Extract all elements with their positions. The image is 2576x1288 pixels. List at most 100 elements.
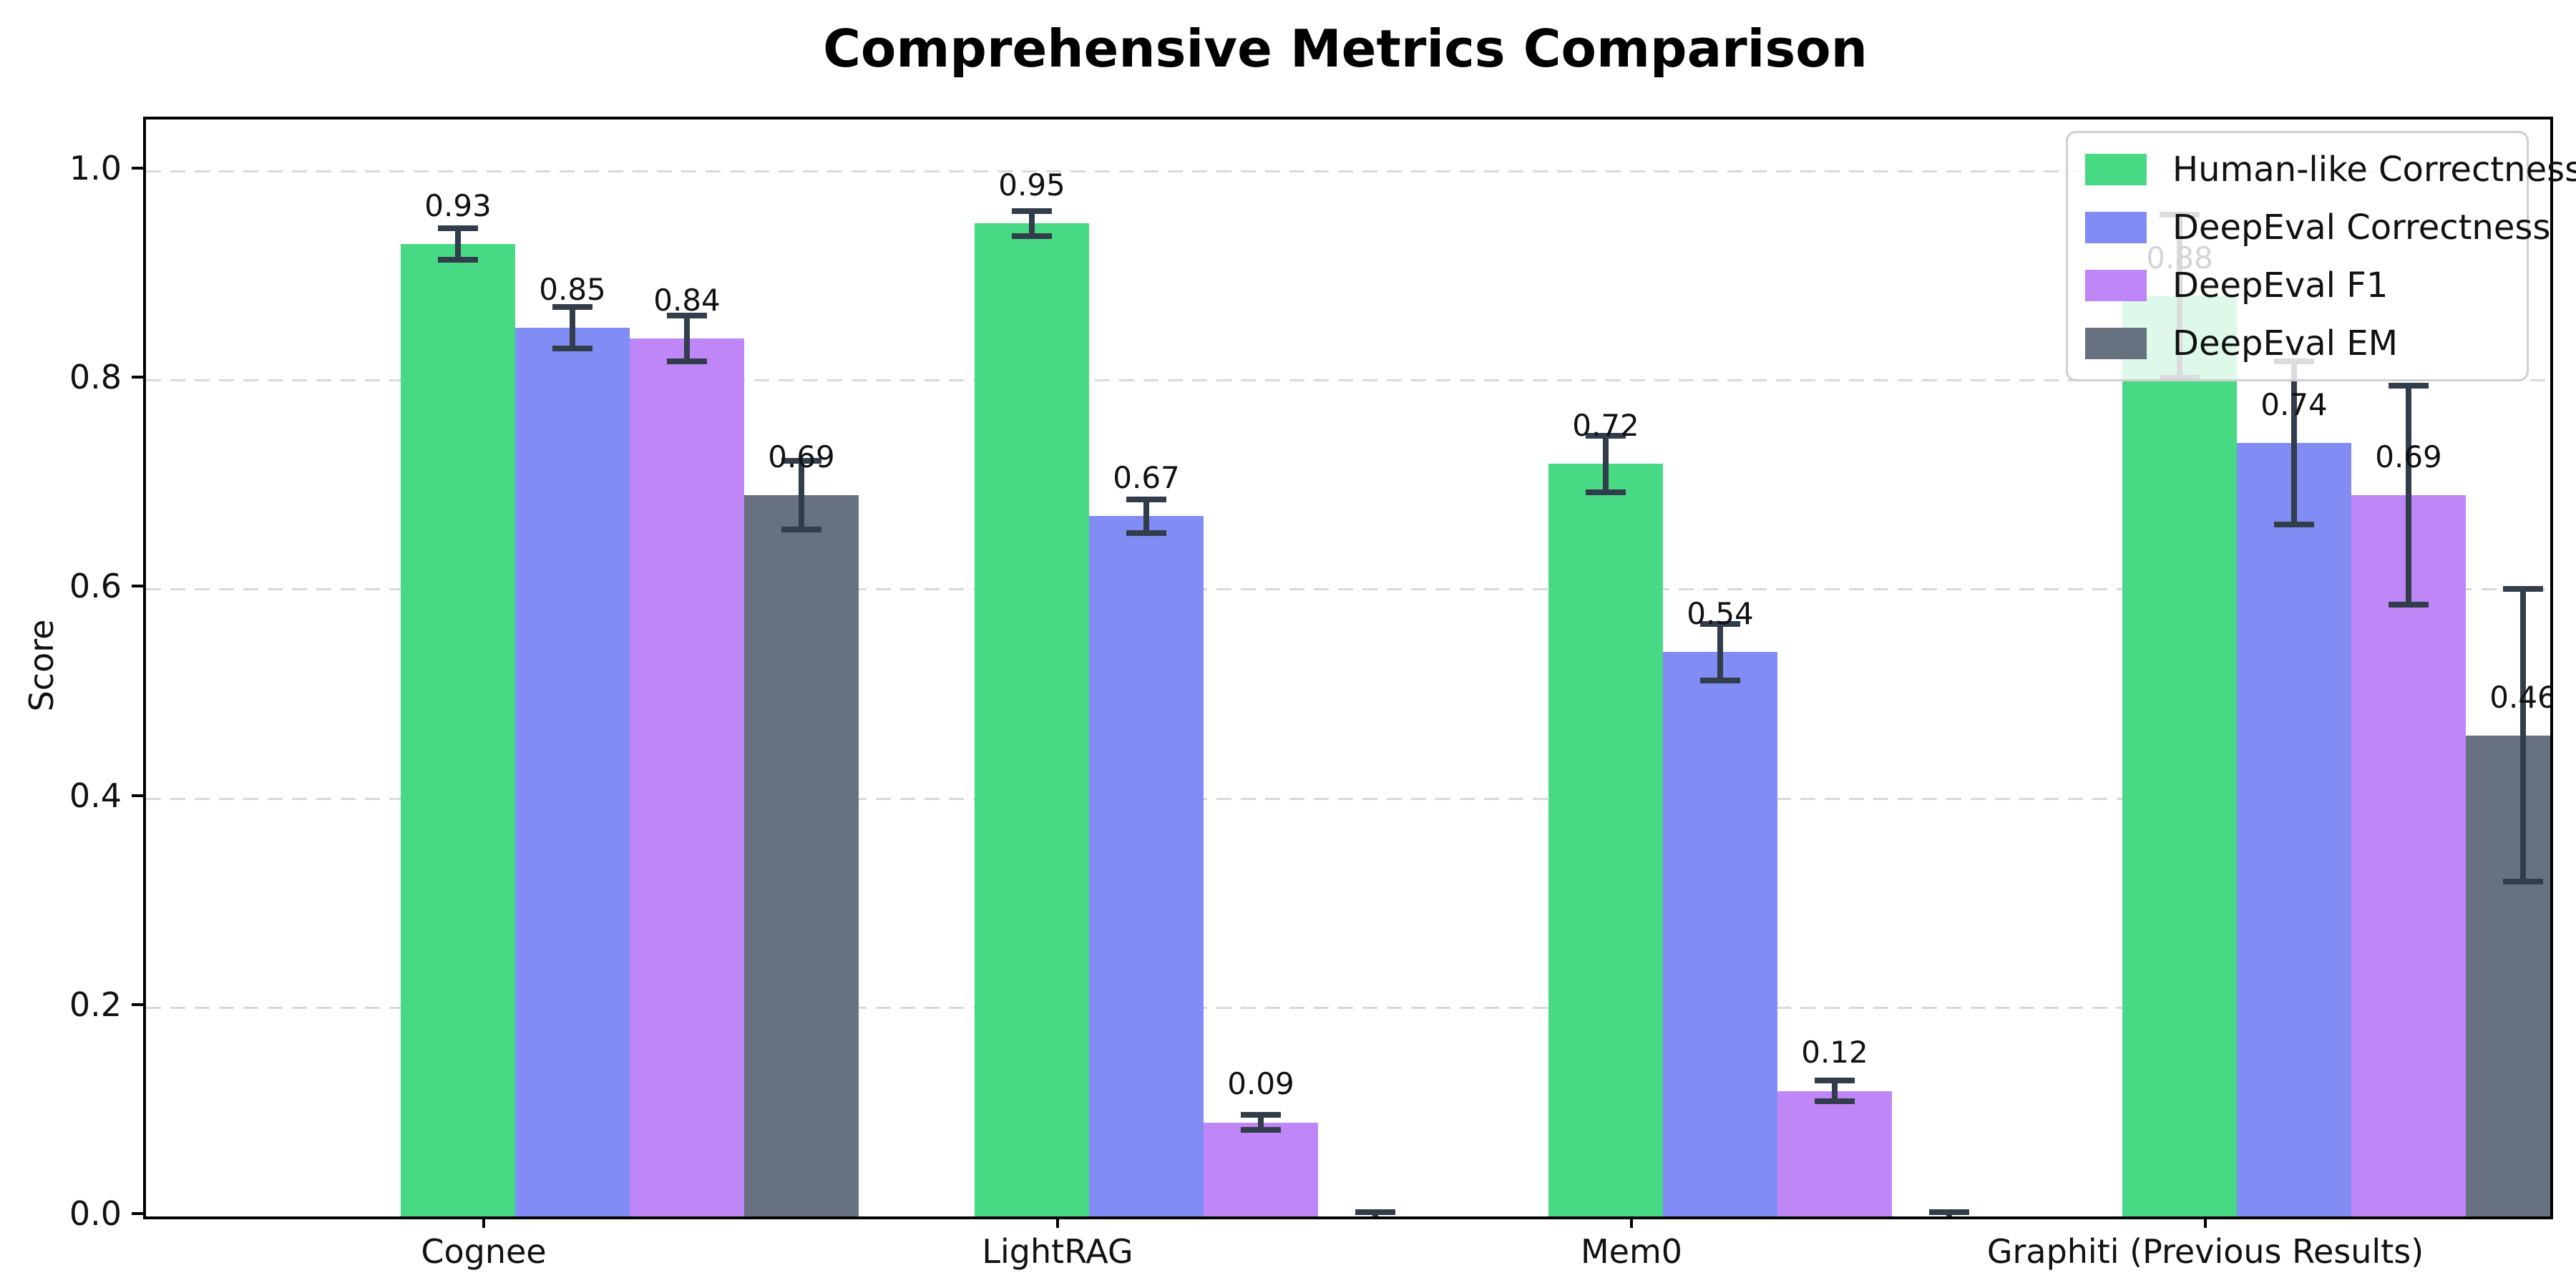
error-bar	[2406, 385, 2411, 605]
error-cap-bottom	[1586, 489, 1626, 495]
bar-mem0-2	[1777, 1091, 1892, 1216]
error-cap-top	[552, 303, 592, 310]
error-cap-bottom	[438, 257, 478, 263]
y-tick-mark	[132, 1002, 143, 1006]
error-cap-bottom	[2274, 521, 2314, 527]
bar-value-label: 0.95	[998, 167, 1065, 203]
error-cap-bottom	[1700, 677, 1740, 683]
error-cap-top	[1815, 1078, 1855, 1084]
bar-value-label: 0.69	[2375, 439, 2442, 474]
error-cap-top	[438, 225, 478, 232]
y-tick-mark	[132, 376, 143, 379]
bar-value-label: 0.46	[2489, 679, 2553, 715]
bar-mem0-1	[1663, 652, 1777, 1216]
error-bar	[1029, 210, 1035, 236]
y-tick-label: 0.2	[69, 985, 122, 1024]
bar-value-label: 0.93	[424, 188, 492, 224]
error-bar	[2291, 361, 2297, 525]
x-tick-label: Cognee	[421, 1232, 547, 1271]
x-tick-mark	[1630, 1216, 1633, 1228]
bar-mem0-0	[1548, 464, 1663, 1216]
error-cap-top	[1586, 432, 1626, 439]
error-cap-top	[2503, 586, 2543, 592]
error-cap-bottom	[2503, 879, 2543, 885]
y-tick-label: 0.8	[69, 358, 122, 397]
error-cap-bottom	[2389, 602, 2429, 608]
error-cap-top	[1929, 1209, 1969, 1216]
bar-cognee-2	[630, 338, 744, 1216]
y-tick-label: 1.0	[69, 149, 122, 187]
error-cap-top	[667, 312, 707, 318]
error-bar	[1143, 499, 1149, 533]
error-cap-bottom	[667, 358, 707, 364]
bar-value-label: 0.09	[1227, 1066, 1294, 1102]
bar-graphiti-0	[2122, 296, 2237, 1216]
error-cap-bottom	[1815, 1098, 1855, 1105]
error-bar	[570, 306, 575, 349]
error-cap-top	[1241, 1112, 1281, 1118]
bar-lightrag-2	[1204, 1123, 1318, 1216]
error-cap-top	[2389, 382, 2429, 389]
legend-label: DeepEval EM	[2172, 323, 2398, 364]
y-axis-title: Score	[22, 619, 61, 712]
bar-cognee-3	[744, 495, 859, 1216]
error-bar	[1832, 1080, 1838, 1102]
error-bar	[1717, 623, 1723, 680]
legend-label: DeepEval F1	[2172, 265, 2389, 306]
chart-title: Comprehensive Metrics Comparison	[823, 19, 1868, 79]
y-tick-mark	[132, 585, 143, 588]
legend-swatch	[2085, 269, 2147, 301]
y-tick-label: 0.6	[69, 567, 122, 606]
x-tick-mark	[482, 1216, 485, 1228]
gridline	[146, 1006, 2550, 1009]
bar-graphiti-1	[2237, 443, 2351, 1216]
error-cap-bottom	[1241, 1126, 1281, 1133]
x-tick-label: Mem0	[1580, 1232, 1683, 1271]
error-cap-bottom	[552, 346, 592, 352]
error-bar	[684, 315, 690, 361]
bar-value-label: 0.84	[653, 282, 721, 318]
error-cap-top	[1126, 496, 1166, 502]
gridline	[146, 170, 2550, 172]
bar-value-label: 0.12	[1801, 1035, 1868, 1070]
bar-lightrag-1	[1089, 516, 1204, 1216]
error-bar	[1258, 1115, 1264, 1130]
legend-swatch	[2085, 327, 2147, 359]
legend-label: DeepEval Correctness	[2172, 207, 2551, 248]
y-tick-label: 0.0	[69, 1194, 122, 1233]
bar-cognee-1	[515, 328, 630, 1216]
error-cap-top	[1700, 620, 1740, 627]
gridline	[146, 588, 2550, 591]
gridline	[146, 797, 2550, 800]
error-bar	[455, 228, 461, 260]
bar-value-label: 0.85	[539, 271, 606, 307]
y-tick-mark	[132, 167, 143, 170]
bar-value-label: 0.69	[768, 439, 835, 474]
error-bar	[1603, 435, 1609, 492]
legend-item: DeepEval Correctness	[2085, 208, 2550, 248]
bar-lightrag-0	[975, 223, 1089, 1216]
error-bar	[799, 460, 804, 530]
legend-item: DeepEval EM	[2085, 323, 2527, 364]
error-cap-top	[1012, 208, 1052, 214]
x-tick-label: LightRAG	[982, 1232, 1133, 1271]
bar-value-label: 0.72	[1572, 407, 1639, 443]
legend-item: DeepEval F1	[2085, 265, 2527, 306]
error-cap-bottom	[1012, 233, 1052, 239]
bar-graphiti-3	[2466, 736, 2550, 1216]
error-cap-top	[1355, 1209, 1395, 1216]
error-bar	[2520, 589, 2526, 882]
legend-item: Human-like Correctness	[2085, 150, 2576, 190]
x-tick-mark	[2204, 1216, 2207, 1228]
x-tick-mark	[1056, 1216, 1059, 1228]
y-tick-mark	[132, 794, 143, 797]
bar-cognee-0	[401, 244, 515, 1216]
error-cap-bottom	[781, 527, 821, 533]
bar-graphiti-2	[2351, 495, 2466, 1216]
bar-value-label: 0.54	[1687, 595, 1754, 631]
y-tick-mark	[132, 1212, 143, 1215]
bar-value-label: 0.74	[2260, 386, 2328, 422]
x-tick-label: Graphiti (Previous Results)	[1986, 1232, 2424, 1271]
error-cap-top	[781, 457, 821, 464]
